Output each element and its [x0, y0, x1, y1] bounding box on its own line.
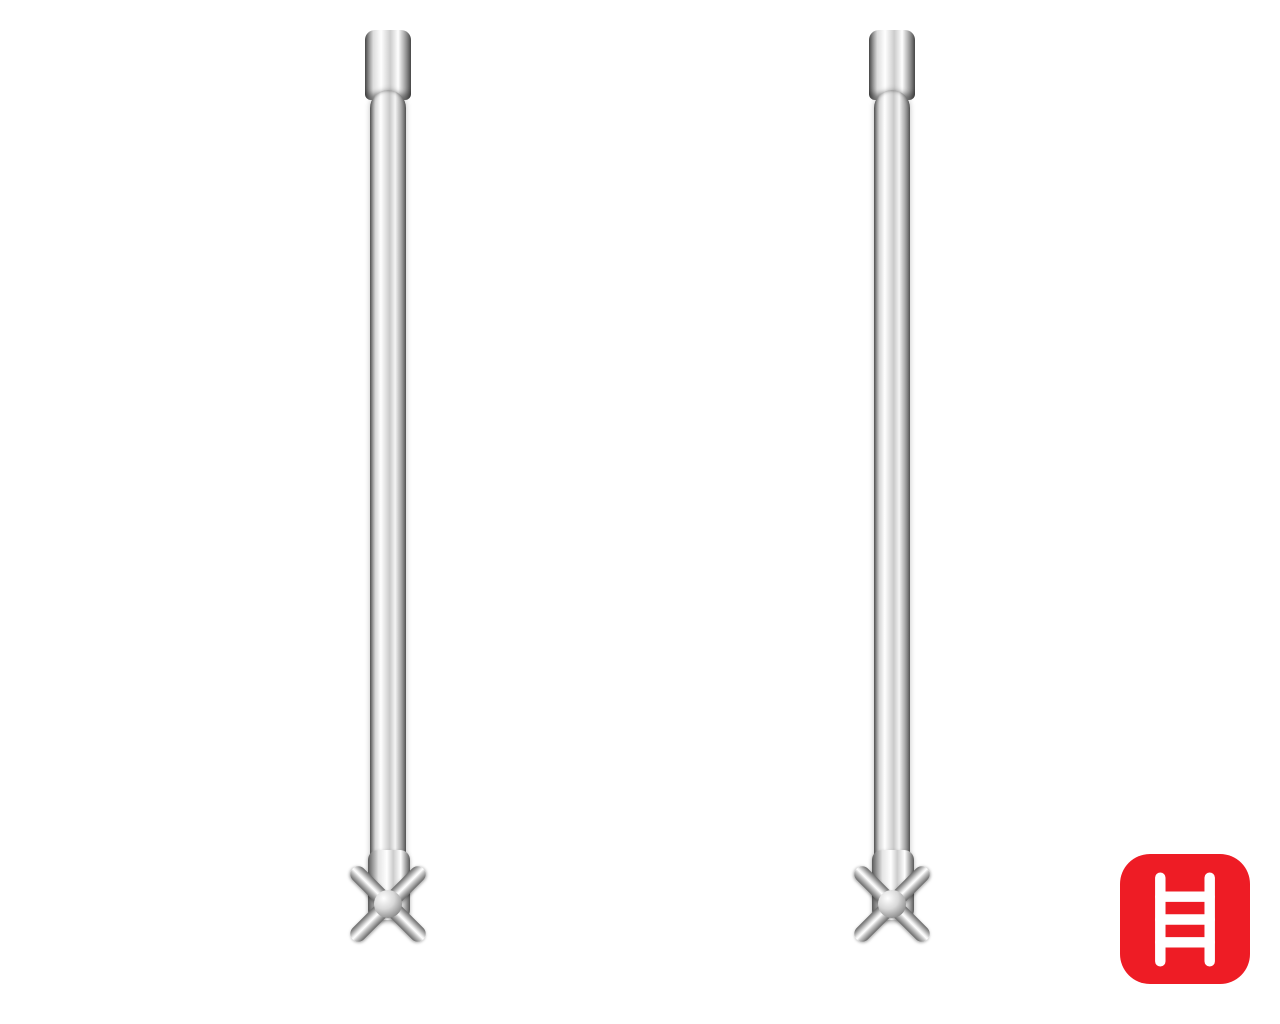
valve-left: [328, 840, 448, 960]
left-vertical-block: [12, 130, 332, 134]
right-diagonal-block: [948, 500, 1268, 504]
valve-right: [832, 840, 952, 960]
diagram-stage: [0, 0, 1280, 1024]
right-vertical-block: [948, 130, 1268, 134]
vertical-pipe-left: [370, 90, 406, 910]
radiator: [340, 50, 940, 930]
vertical-pipe-right: [874, 90, 910, 910]
left-diagonal-block: [12, 500, 332, 504]
ladder-badge-icon: [1120, 854, 1250, 984]
